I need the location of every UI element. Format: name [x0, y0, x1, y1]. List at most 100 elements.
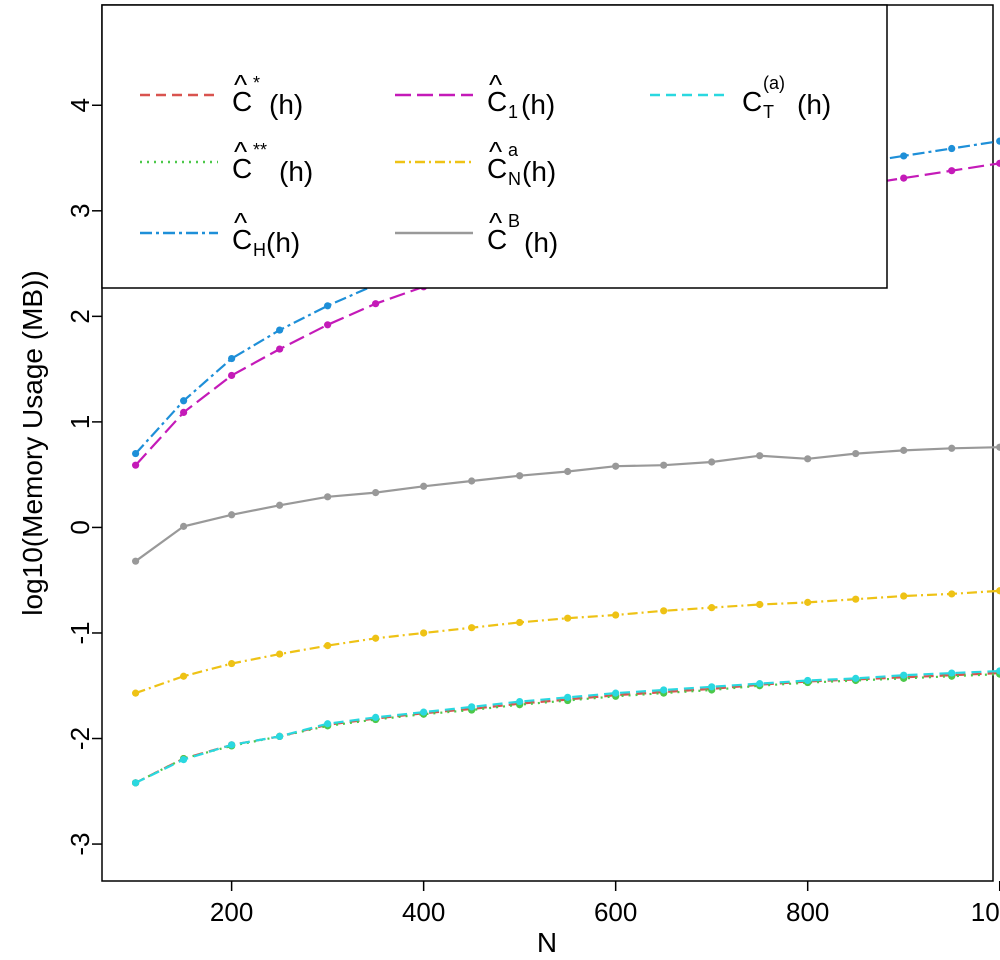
data-point-cta — [324, 720, 332, 728]
x-tick-label: 200 — [210, 897, 253, 927]
data-point-cb — [420, 482, 428, 490]
data-point-cta — [804, 676, 812, 685]
legend-item-ch: C^ H (h) — [140, 207, 300, 260]
x-axis: 200 400 600 800 1000 — [210, 881, 1000, 927]
data-point-cna — [276, 650, 284, 658]
data-point-cb — [948, 444, 956, 452]
legend-label-base: C — [487, 86, 507, 117]
data-point-cb — [324, 493, 332, 501]
data-point-cb — [660, 461, 668, 469]
data-point-cna — [804, 598, 812, 606]
legend-label-arg: (h) — [522, 156, 556, 187]
data-point-ch — [948, 144, 956, 153]
data-point-cna — [372, 634, 380, 642]
data-point-ch — [996, 137, 1000, 145]
legend-label-sup: * — [253, 73, 260, 93]
legend-item-cstarstar: C^ ** (h) — [140, 136, 313, 187]
y-tick-label: 2 — [65, 309, 95, 323]
legend-label-hat: ^ — [234, 207, 247, 238]
series-line-cstarstar — [135, 673, 1000, 784]
data-point-c1 — [900, 174, 908, 182]
data-point-cta — [516, 697, 524, 706]
data-point-cb — [900, 446, 908, 454]
data-point-cna — [708, 604, 716, 612]
legend-label-hat: ^ — [234, 69, 247, 100]
data-point-cna — [516, 618, 524, 627]
data-point-c1 — [180, 408, 188, 416]
data-point-cna — [420, 629, 428, 637]
data-point-c1 — [276, 345, 284, 353]
data-point-c1 — [228, 371, 236, 380]
data-point-cna — [612, 611, 620, 619]
data-point-cta — [372, 713, 380, 722]
legend-label-base: C — [232, 153, 252, 184]
y-tick-label: 4 — [65, 98, 95, 112]
series-line-cta — [135, 669, 1000, 784]
data-point-cb — [852, 449, 860, 458]
legend-item-cna: C^ Na(h) — [395, 136, 556, 189]
legend-label-arg: (h) — [266, 227, 300, 258]
data-point-c1 — [996, 159, 1000, 167]
data-point-cb — [564, 467, 572, 476]
y-tick-label: 3 — [65, 204, 95, 218]
legend-label-sup: (a) — [763, 73, 785, 93]
data-point-cna — [228, 659, 236, 668]
data-point-cna — [180, 672, 188, 680]
legend-label-hat: ^ — [234, 136, 247, 167]
series-line-cna — [135, 589, 1000, 695]
legend-label-sub: 1 — [508, 102, 518, 122]
data-point-cna — [948, 590, 956, 598]
legend-label-sup: a — [508, 140, 519, 160]
data-point-cb — [612, 462, 620, 470]
legend-item-cstar: C^ * (h) — [140, 69, 303, 120]
data-point-cna — [660, 607, 668, 615]
legend-box — [101, 4, 888, 289]
legend-label-arg: (h) — [797, 89, 831, 120]
legend-label-arg: (h) — [269, 89, 303, 120]
data-point-ch — [180, 397, 188, 405]
data-point-cb — [756, 452, 764, 460]
data-point-cb — [132, 557, 140, 565]
data-point-cna — [564, 614, 572, 622]
data-point-cta — [132, 779, 140, 787]
data-point-cta — [612, 689, 620, 697]
legend-label-arg: (h) — [521, 89, 555, 120]
legend-label-base: C — [487, 153, 507, 184]
data-point-cta — [228, 741, 236, 749]
legend-label-base: C — [487, 224, 507, 255]
y-tick-label: -2 — [65, 727, 95, 750]
series-line-cb — [134, 446, 1000, 563]
data-point-ch — [228, 354, 236, 363]
legend-label-sup: ** — [253, 140, 267, 160]
data-point-cta — [900, 671, 908, 679]
data-point-c1 — [132, 461, 140, 469]
data-point-cna — [132, 689, 140, 697]
y-tick-label: 1 — [65, 415, 95, 429]
series-cstarstar — [132, 670, 1000, 787]
data-point-cb — [516, 472, 524, 480]
data-point-cta — [756, 680, 764, 688]
data-point-cna — [996, 587, 1000, 595]
data-point-c1 — [948, 167, 956, 175]
data-point-cta — [996, 667, 1000, 675]
legend-label-hat: ^ — [489, 136, 502, 167]
legend-item-c1: C^ 1 (h) — [395, 69, 555, 122]
y-tick-label: 0 — [65, 520, 95, 534]
legend-label-sup: B — [508, 211, 520, 231]
legend-label-sub: N — [508, 169, 521, 189]
legend-label-base: C — [232, 224, 252, 255]
data-point-cta — [180, 756, 188, 764]
series-line-cstar — [135, 672, 1000, 784]
series-cb — [132, 443, 1000, 565]
data-point-ch — [900, 152, 908, 160]
data-point-cta — [276, 732, 284, 741]
data-point-cta — [468, 703, 476, 711]
legend-label-hat: ^ — [489, 69, 502, 100]
data-point-cna — [324, 642, 332, 650]
legend-label-sub: H — [253, 240, 266, 260]
data-point-cta — [948, 669, 956, 677]
data-point-cb — [468, 477, 476, 485]
data-point-cna — [852, 595, 860, 603]
data-point-cb — [180, 522, 188, 530]
